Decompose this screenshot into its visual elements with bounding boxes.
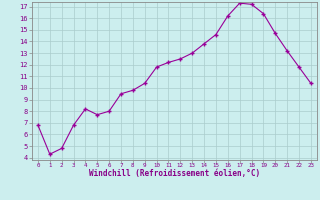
X-axis label: Windchill (Refroidissement éolien,°C): Windchill (Refroidissement éolien,°C) [89, 169, 260, 178]
